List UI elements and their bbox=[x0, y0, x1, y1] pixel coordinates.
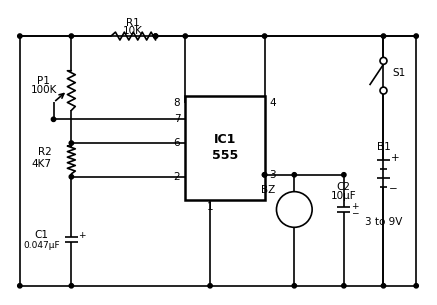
Circle shape bbox=[69, 34, 73, 38]
Circle shape bbox=[69, 284, 73, 288]
Text: P1: P1 bbox=[37, 76, 50, 86]
Text: BZ: BZ bbox=[261, 185, 276, 195]
Text: 6: 6 bbox=[174, 138, 180, 148]
Circle shape bbox=[17, 34, 22, 38]
Text: 8: 8 bbox=[174, 99, 180, 109]
Text: B1: B1 bbox=[377, 142, 390, 152]
Text: +: + bbox=[391, 153, 400, 163]
Circle shape bbox=[51, 117, 55, 121]
Text: R2: R2 bbox=[38, 147, 52, 157]
Text: +: + bbox=[78, 231, 86, 240]
Circle shape bbox=[292, 173, 296, 177]
Circle shape bbox=[414, 34, 418, 38]
Text: 10K: 10K bbox=[123, 26, 143, 36]
Circle shape bbox=[382, 34, 386, 38]
Text: R1: R1 bbox=[126, 18, 140, 28]
Text: 3 to 9V: 3 to 9V bbox=[365, 217, 402, 227]
Text: S1: S1 bbox=[393, 68, 406, 78]
Text: 3: 3 bbox=[270, 170, 276, 180]
Circle shape bbox=[342, 173, 346, 177]
Text: IC1: IC1 bbox=[214, 133, 236, 146]
Text: 10μF: 10μF bbox=[331, 191, 357, 201]
Text: 4K7: 4K7 bbox=[31, 159, 52, 169]
Text: −: − bbox=[351, 208, 359, 217]
Circle shape bbox=[382, 284, 386, 288]
Circle shape bbox=[414, 284, 418, 288]
Circle shape bbox=[380, 57, 387, 64]
Text: 1: 1 bbox=[207, 203, 213, 213]
Circle shape bbox=[17, 284, 22, 288]
Circle shape bbox=[292, 284, 296, 288]
Text: 4: 4 bbox=[270, 99, 276, 109]
Circle shape bbox=[69, 141, 73, 145]
Circle shape bbox=[262, 173, 267, 177]
Text: 2: 2 bbox=[174, 172, 180, 182]
Circle shape bbox=[69, 174, 73, 179]
Text: 0.047μF: 0.047μF bbox=[23, 241, 60, 250]
Text: C2: C2 bbox=[337, 182, 351, 192]
Circle shape bbox=[262, 173, 267, 177]
Text: 7: 7 bbox=[174, 114, 180, 124]
Text: 555: 555 bbox=[212, 149, 238, 162]
Circle shape bbox=[153, 34, 158, 38]
Circle shape bbox=[262, 34, 267, 38]
Circle shape bbox=[153, 34, 158, 38]
Text: +: + bbox=[351, 202, 359, 210]
Text: C1: C1 bbox=[35, 230, 49, 240]
Text: −: − bbox=[389, 184, 398, 194]
Circle shape bbox=[208, 284, 212, 288]
Bar bbox=[185, 95, 264, 199]
Circle shape bbox=[380, 87, 387, 94]
Circle shape bbox=[342, 284, 346, 288]
Text: 100K: 100K bbox=[31, 84, 57, 95]
Circle shape bbox=[277, 192, 312, 227]
Circle shape bbox=[183, 34, 187, 38]
